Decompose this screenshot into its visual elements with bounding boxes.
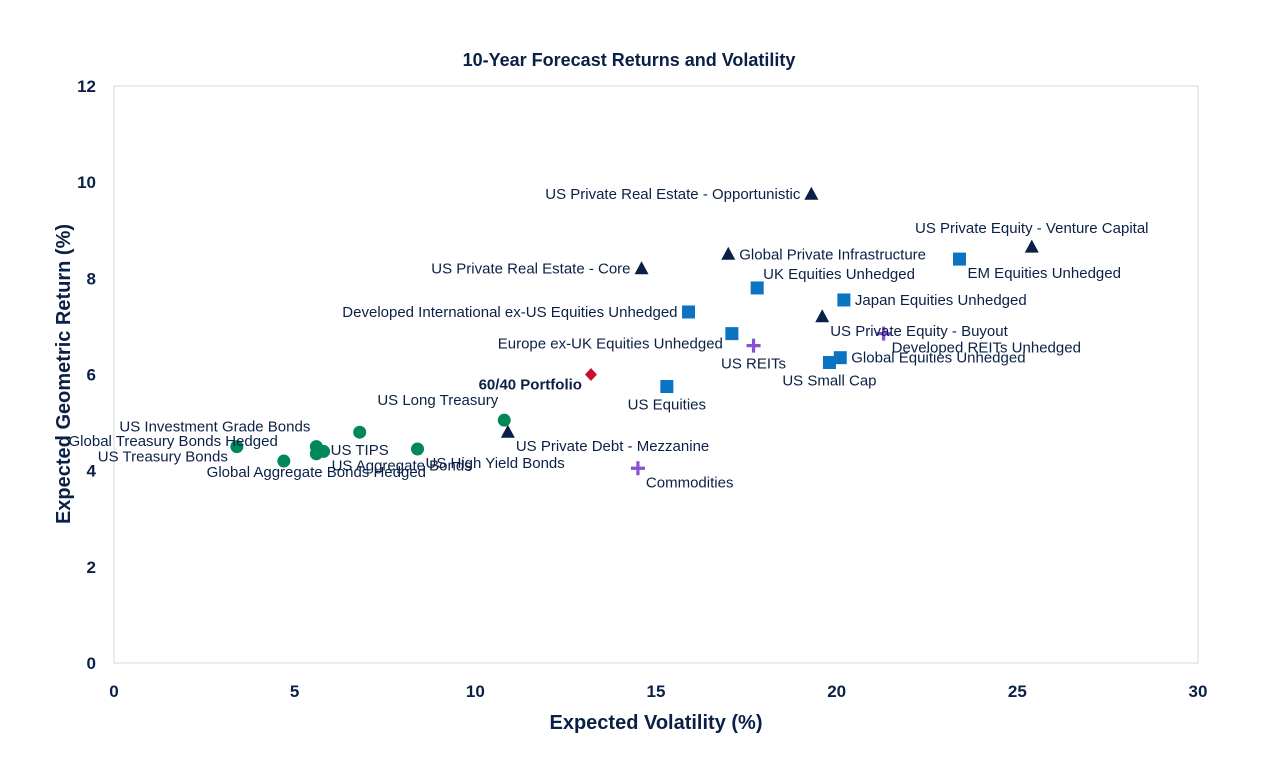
data-label: UK Equities Unhedged [763,266,915,283]
data-label: US High Yield Bonds [426,455,565,472]
data-label: Commodities [646,474,734,491]
data-point-square [837,293,851,307]
y-tick-label: 8 [87,269,96,288]
data-label: US Investment Grade Bonds [119,419,310,436]
data-point-plus [630,461,645,476]
data-point-circle [277,454,291,468]
data-point-triangle [721,246,736,260]
x-tick-label: 25 [1008,682,1027,701]
x-tick-label: 0 [109,682,118,701]
data-point-circle [497,413,511,427]
data-label: Global Aggregate Bonds Hedged [207,464,426,481]
data-label: Developed REITs Unhedged [892,340,1081,357]
y-tick-labels: 0 2 4 6 8 10 12 [77,77,96,673]
data-label: US Equities [628,397,706,414]
chart-title: 10-Year Forecast Returns and Volatility [463,50,796,70]
data-label: Developed International ex-US Equities U… [342,304,677,321]
data-label: US Long Treasury [377,392,498,409]
data-point-circle [411,442,425,456]
data-point-plus [746,338,761,353]
data-point-square [660,380,674,394]
data-label: US Private Debt - Mezzanine [516,438,709,455]
data-label: US Private Real Estate - Opportunistic [545,186,801,203]
x-tick-label: 20 [827,682,846,701]
data-point-plus [876,326,891,341]
data-point-square [750,281,764,295]
data-point-triangle [634,261,649,275]
data-label: US REITs [721,356,786,373]
data-label: US Private Equity - Venture Capital [915,220,1148,237]
x-tick-label: 30 [1189,682,1208,701]
data-point-square [725,327,739,341]
data-label: Global Equities Unhedged [851,350,1025,367]
x-tick-label: 10 [466,682,485,701]
data-point-circle [230,440,244,454]
data-label: Global Private Infrastructure [739,246,926,263]
y-axis-title: Expected Geometric Return (%) [53,224,75,524]
data-label: 60/40 Portfolio [479,377,582,394]
data-point-circle [353,425,367,439]
y-tick-label: 10 [77,173,96,192]
data-label: US Aggregate Bonds [332,457,472,474]
data-points [230,186,1039,476]
x-tick-labels: 0 5 10 15 20 25 30 [109,682,1207,701]
data-point-square [953,252,967,266]
data-label: US Private Real Estate - Core [431,261,630,278]
data-label: Europe ex-UK Equities Unhedged [498,336,723,353]
data-label: Japan Equities Unhedged [855,292,1027,309]
data-label: US Treasury Bonds [98,449,228,466]
data-label: US Small Cap [782,372,876,389]
x-tick-label: 5 [290,682,299,701]
y-tick-label: 2 [87,558,96,577]
x-axis-title: Expected Volatility (%) [549,712,762,734]
y-tick-label: 4 [87,462,97,481]
data-point-circle [317,444,331,458]
x-tick-label: 15 [647,682,666,701]
data-point-triangle [815,309,830,323]
data-point-square [822,355,836,369]
y-tick-label: 0 [87,654,96,673]
data-point-square [682,305,696,319]
y-tick-label: 12 [77,77,96,96]
plot-area [113,85,1199,664]
data-point-diamond [584,368,597,381]
data-point-triangle [1024,239,1039,253]
data-point-triangle [804,186,819,200]
data-label: US Private Equity - Buyout [830,323,1008,340]
data-point-square [833,351,847,365]
data-label: Global Treasury Bonds Hedged [69,433,278,450]
data-point-triangle [500,424,515,438]
y-tick-label: 6 [87,366,96,385]
data-label: US TIPS [331,442,389,459]
data-label: EM Equities Unhedged [968,265,1121,282]
